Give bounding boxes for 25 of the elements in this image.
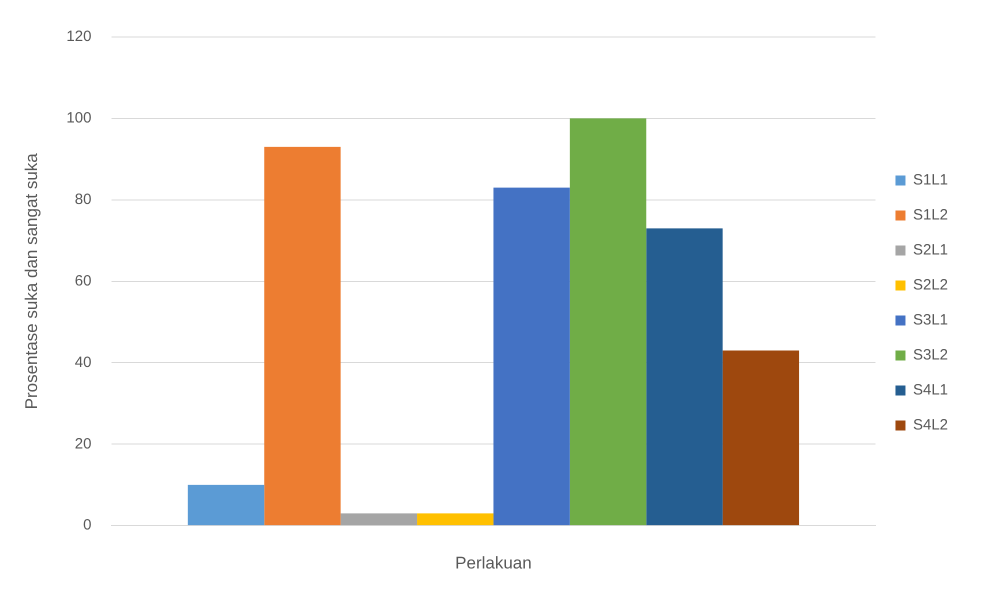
legend-label: S4L2 [912, 416, 948, 434]
y-tick-label: 120 [66, 28, 92, 46]
y-tick-label: 100 [66, 110, 92, 127]
y-tick-label: 60 [74, 272, 92, 290]
bar [646, 228, 723, 526]
bar [340, 513, 418, 526]
y-axis-title: Prosentase suka dan sangat suka [22, 152, 41, 410]
y-tick-label: 40 [74, 354, 92, 371]
legend-label: S3L1 [912, 312, 948, 329]
bar [188, 484, 264, 526]
legend-label: S2L2 [912, 276, 948, 294]
legend-label: S1L1 [912, 172, 948, 189]
legend-label: S1L2 [912, 206, 948, 224]
y-tick-label: 80 [74, 191, 92, 208]
y-tick-label: 20 [74, 435, 92, 452]
legend-label: S2L1 [912, 242, 948, 259]
legend-label: S3L2 [912, 346, 948, 364]
x-axis-title: Perlakuan [455, 553, 532, 572]
bar [417, 513, 494, 526]
legend-label: S4L1 [912, 382, 948, 399]
bar [722, 350, 800, 526]
y-tick-label: 0 [83, 516, 92, 534]
bar [264, 146, 341, 526]
bar [570, 118, 646, 526]
bar [493, 188, 570, 526]
